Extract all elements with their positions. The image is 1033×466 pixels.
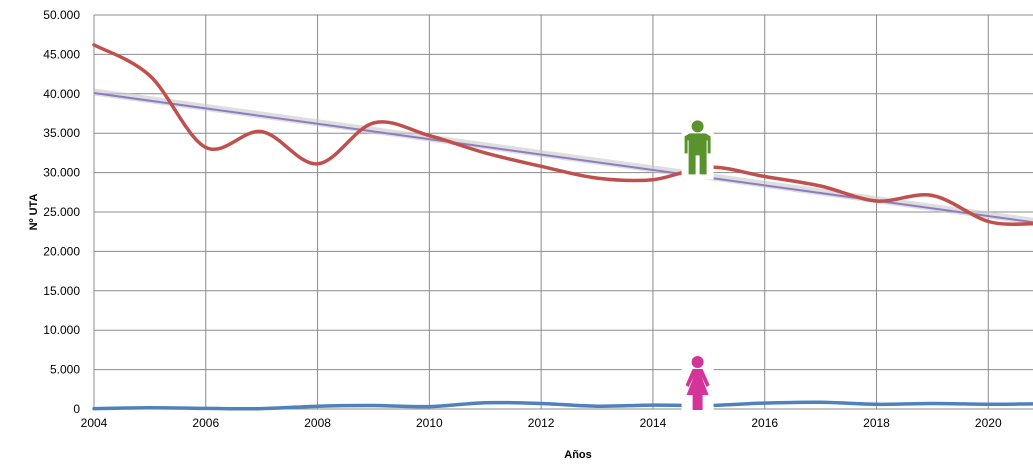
x-tick-2014: 2014	[640, 416, 667, 430]
y-tick-3: 15.000	[43, 284, 80, 298]
x-tick-2020: 2020	[975, 416, 1002, 430]
y-tick-0: 0	[73, 402, 80, 416]
y-tick-7: 35.000	[43, 126, 80, 140]
y-axis-title: Nº UTA	[28, 194, 40, 231]
icon-group	[682, 117, 714, 415]
x-tick-2004: 2004	[81, 416, 108, 430]
x-tick-2010: 2010	[416, 416, 443, 430]
y-tick-9: 45.000	[43, 47, 80, 61]
x-tick-labels: 2004 2006 2008 2010 2012 2014 2016 2018 2020	[81, 416, 1002, 430]
male-figure-icon	[682, 117, 714, 179]
series-group	[94, 45, 1033, 409]
series-line-1	[94, 402, 1033, 408]
trendline	[94, 93, 1033, 222]
y-tick-labels: 0 5.000 10.000 15.000 20.000 25.000 30.000 35.0…	[43, 8, 80, 416]
y-tick-10: 50.000	[43, 8, 80, 22]
x-axis-title: Años	[564, 449, 592, 461]
y-tick-8: 40.000	[43, 87, 80, 101]
y-tick-6: 30.000	[43, 166, 80, 180]
x-tick-2018: 2018	[863, 416, 890, 430]
grid	[94, 15, 1033, 409]
trendline-group	[94, 92, 1033, 222]
x-tick-2012: 2012	[528, 416, 555, 430]
x-tick-2008: 2008	[304, 416, 331, 430]
x-tick-2016: 2016	[751, 416, 778, 430]
y-tick-4: 20.000	[43, 244, 80, 258]
y-tick-5: 25.000	[43, 205, 80, 219]
y-tick-1: 5.000	[50, 363, 80, 377]
series-line-0	[94, 45, 1033, 224]
x-tick-2006: 2006	[192, 416, 219, 430]
y-tick-2: 10.000	[43, 323, 80, 337]
female-figure-icon	[682, 353, 714, 415]
